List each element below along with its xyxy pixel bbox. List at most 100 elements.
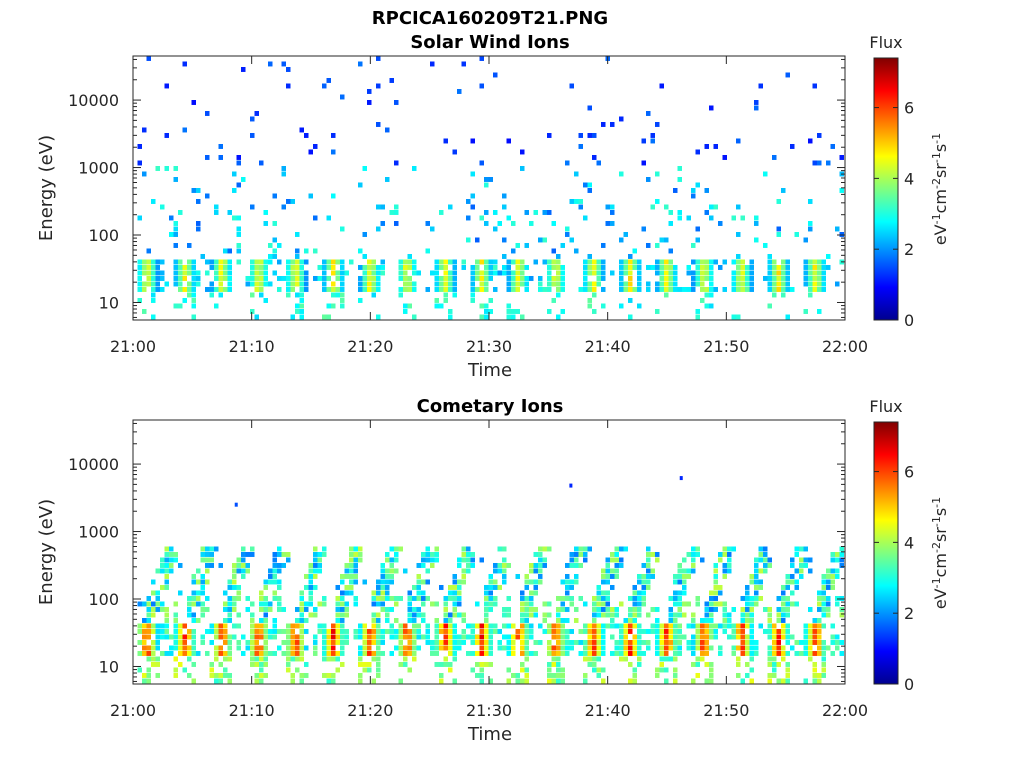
heatmap-cell xyxy=(196,221,201,226)
heatmap-cell xyxy=(214,673,219,678)
heatmap-cell xyxy=(808,221,813,226)
heatmap-cell xyxy=(785,634,790,640)
heatmap-cell xyxy=(749,656,754,662)
heatmap-cell xyxy=(763,607,768,612)
heatmap-cell xyxy=(587,287,592,292)
heatmap-cell xyxy=(434,303,439,309)
heatmap-cell xyxy=(353,574,358,579)
heatmap-cell xyxy=(817,281,822,287)
heatmap-cell xyxy=(736,276,741,281)
heatmap-cell xyxy=(322,546,327,552)
heatmap-cell xyxy=(587,634,592,640)
heatmap-cell xyxy=(722,552,727,557)
heatmap-cell xyxy=(236,182,241,188)
heatmap-cell xyxy=(542,546,547,552)
heatmap-cell xyxy=(304,618,309,623)
heatmap-cell xyxy=(200,634,205,640)
heatmap-cell xyxy=(259,265,264,270)
heatmap-cell xyxy=(574,607,579,612)
heatmap-cell xyxy=(142,651,147,656)
heatmap-cell xyxy=(259,601,264,607)
heatmap-cell xyxy=(781,629,786,634)
heatmap-cell xyxy=(817,645,822,651)
heatmap-cell xyxy=(758,623,763,629)
heatmap-cell xyxy=(686,265,691,270)
heatmap-cell xyxy=(142,259,147,265)
heatmap-cell xyxy=(542,563,547,568)
heatmap-cell xyxy=(281,166,286,171)
heatmap-cell xyxy=(664,634,669,640)
heatmap-cell xyxy=(709,303,714,309)
heatmap-cell xyxy=(772,623,777,629)
heatmap-cell xyxy=(511,623,516,629)
heatmap-cell xyxy=(632,265,637,270)
heatmap-cell xyxy=(160,563,165,568)
heatmap-cell xyxy=(398,640,403,645)
heatmap-cell xyxy=(380,221,385,226)
heatmap-cell xyxy=(236,243,241,248)
heatmap-cell xyxy=(394,568,399,574)
heatmap-cell xyxy=(479,276,484,281)
heatmap-cell xyxy=(160,204,165,210)
heatmap-cell xyxy=(808,623,813,629)
heatmap-cell xyxy=(529,623,534,629)
heatmap-cell xyxy=(637,629,642,634)
heatmap-cell xyxy=(835,226,840,232)
heatmap-cell xyxy=(173,612,178,618)
heatmap-cell xyxy=(326,629,331,634)
heatmap-cell xyxy=(218,623,223,629)
heatmap-cell xyxy=(277,596,282,601)
heatmap-cell xyxy=(304,133,309,138)
heatmap-cell xyxy=(785,270,790,276)
heatmap-cell xyxy=(637,579,642,585)
heatmap-cell xyxy=(214,629,219,634)
heatmap-cell xyxy=(682,574,687,579)
heatmap-cell xyxy=(727,634,732,640)
heatmap-cell xyxy=(484,182,489,188)
heatmap-cell xyxy=(587,629,592,634)
heatmap-cell xyxy=(547,259,552,265)
heatmap-cell xyxy=(524,210,529,215)
heatmap-cell xyxy=(700,281,705,287)
heatmap-cell xyxy=(574,552,579,557)
heatmap-cell xyxy=(281,276,286,281)
heatmap-cell xyxy=(245,552,250,557)
heatmap-cell xyxy=(299,656,304,662)
heatmap-cell xyxy=(628,314,633,320)
heatmap-cell xyxy=(596,607,601,612)
heatmap-cell xyxy=(317,568,322,574)
heatmap-cell xyxy=(614,546,619,552)
heatmap-cell xyxy=(376,226,381,232)
heatmap-cell xyxy=(191,640,196,645)
heatmap-cell xyxy=(551,651,556,656)
heatmap-cell xyxy=(191,618,196,623)
heatmap-cell xyxy=(763,546,768,552)
heatmap-cell xyxy=(767,276,772,281)
heatmap-cell xyxy=(709,662,714,667)
heatmap-cell xyxy=(578,596,583,601)
heatmap-cell xyxy=(344,574,349,579)
x-tick-label: 21:30 xyxy=(466,337,512,356)
heatmap-cell xyxy=(326,78,331,83)
heatmap-cell xyxy=(767,563,772,568)
heatmap-cell xyxy=(272,568,277,574)
heatmap-cell xyxy=(403,259,408,265)
heatmap-cell xyxy=(718,265,723,270)
heatmap-cell xyxy=(326,276,331,281)
heatmap-cell xyxy=(682,612,687,618)
heatmap-cell xyxy=(227,612,232,618)
heatmap-cell xyxy=(709,623,714,629)
heatmap-cell xyxy=(254,651,259,656)
heatmap-cell xyxy=(443,656,448,662)
heatmap-cell xyxy=(218,651,223,656)
heatmap-cell xyxy=(232,579,237,585)
heatmap-cell xyxy=(628,618,633,623)
heatmap-cell xyxy=(628,281,633,287)
heatmap-cell xyxy=(718,585,723,590)
heatmap-cell xyxy=(754,596,759,601)
heatmap-cell xyxy=(380,579,385,585)
heatmap-cell xyxy=(412,270,417,276)
heatmap-cell xyxy=(794,568,799,574)
heatmap-cell xyxy=(340,634,345,640)
heatmap-cell xyxy=(677,601,682,607)
